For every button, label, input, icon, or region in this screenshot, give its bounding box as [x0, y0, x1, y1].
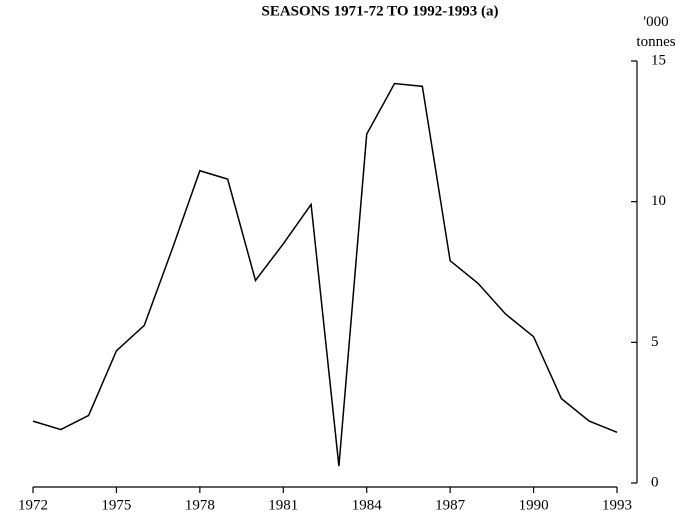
data-line [32, 82, 618, 467]
x-tick-label: 1981 [268, 497, 298, 513]
y-tick-label: 15 [651, 52, 666, 68]
chart-title: SEASONS 1971-72 TO 1992-1993 (a) [262, 3, 499, 19]
x-tick-label: 1993 [602, 497, 632, 513]
y-axis-label: '000 tonnes [636, 14, 676, 50]
x-tick-label: 1978 [185, 497, 215, 513]
x-tick-label: 1987 [435, 497, 466, 513]
x-tick-label: 1975 [101, 497, 131, 513]
x-tick-label: 1984 [352, 497, 383, 513]
y-tick-label: 5 [651, 334, 659, 350]
x-tick-label: 1990 [519, 497, 549, 513]
x-tick-label: 1972 [18, 497, 48, 513]
y-tick-label: 10 [651, 193, 666, 209]
y-tick-label: 0 [651, 474, 659, 490]
